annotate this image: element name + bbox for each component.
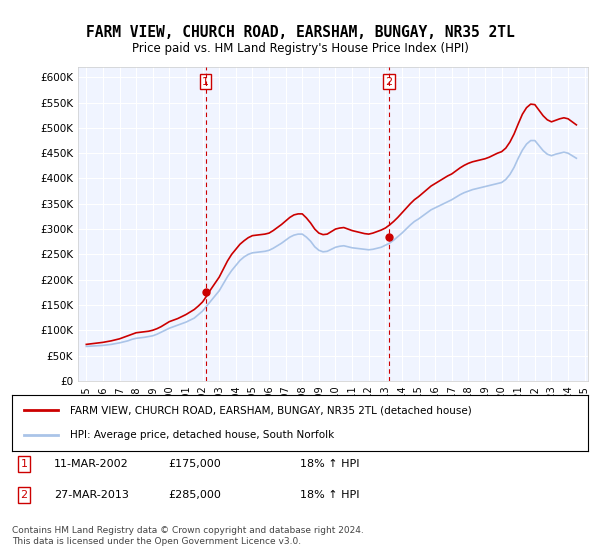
- Text: Price paid vs. HM Land Registry's House Price Index (HPI): Price paid vs. HM Land Registry's House …: [131, 42, 469, 55]
- Text: 1: 1: [202, 77, 209, 87]
- Text: 11-MAR-2002: 11-MAR-2002: [54, 459, 129, 469]
- Text: FARM VIEW, CHURCH ROAD, EARSHAM, BUNGAY, NR35 2TL (detached house): FARM VIEW, CHURCH ROAD, EARSHAM, BUNGAY,…: [70, 405, 472, 416]
- Text: 18% ↑ HPI: 18% ↑ HPI: [300, 459, 359, 469]
- Text: 2: 2: [386, 77, 393, 87]
- Text: 1: 1: [20, 459, 28, 469]
- Text: HPI: Average price, detached house, South Norfolk: HPI: Average price, detached house, Sout…: [70, 430, 334, 440]
- Text: 18% ↑ HPI: 18% ↑ HPI: [300, 490, 359, 500]
- Text: £285,000: £285,000: [168, 490, 221, 500]
- Text: 2: 2: [20, 490, 28, 500]
- Text: 27-MAR-2013: 27-MAR-2013: [54, 490, 129, 500]
- Text: FARM VIEW, CHURCH ROAD, EARSHAM, BUNGAY, NR35 2TL: FARM VIEW, CHURCH ROAD, EARSHAM, BUNGAY,…: [86, 25, 514, 40]
- Text: Contains HM Land Registry data © Crown copyright and database right 2024.
This d: Contains HM Land Registry data © Crown c…: [12, 526, 364, 546]
- Text: £175,000: £175,000: [168, 459, 221, 469]
